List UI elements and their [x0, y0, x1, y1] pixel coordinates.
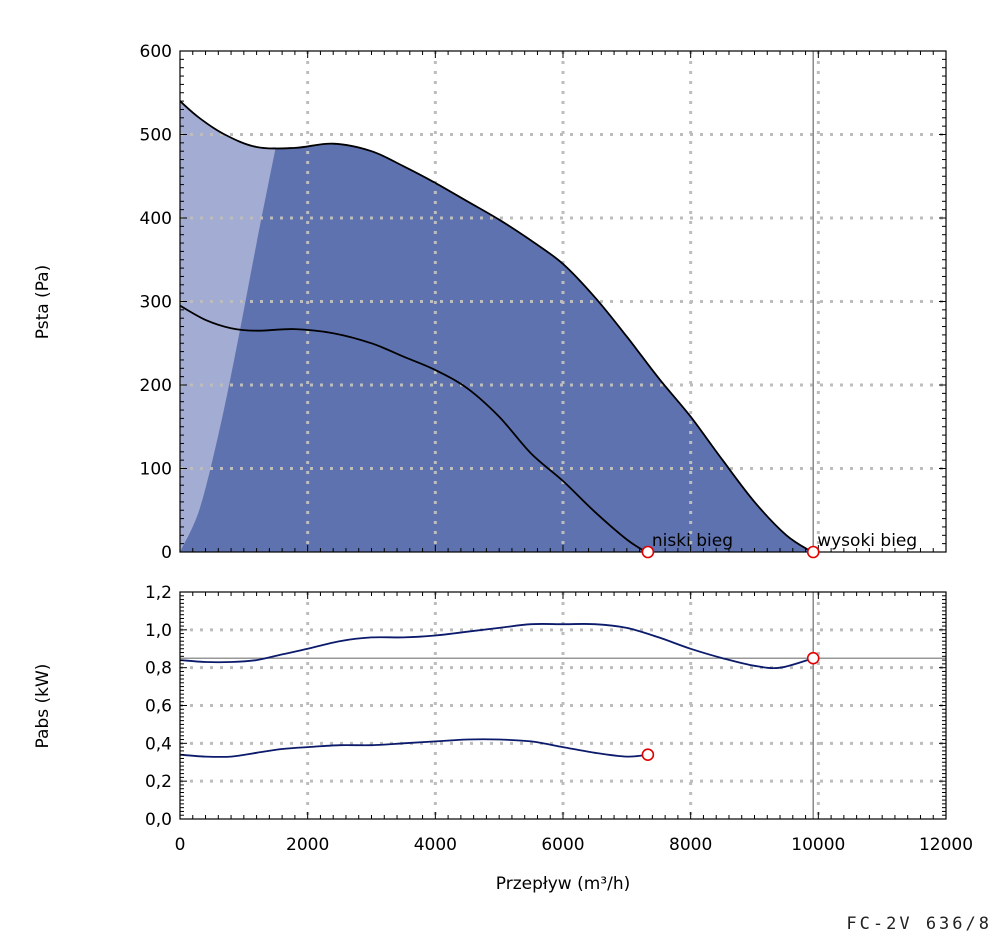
y-axis-label-power: Pabs (kW) — [33, 664, 53, 749]
y-tick-label: 300 — [140, 293, 172, 313]
y-tick-label: 0,8 — [145, 659, 172, 679]
series-line-niski-bieg — [179, 738, 648, 758]
operating-point — [806, 651, 820, 665]
x-tick-label: 12000 — [919, 835, 973, 855]
x-tick-label: 2000 — [286, 835, 329, 855]
y-tick-label: 100 — [140, 460, 172, 480]
operating-point — [641, 748, 655, 761]
y-tick-label: 0,6 — [145, 697, 172, 717]
y-tick-label: 200 — [140, 376, 172, 396]
y-tick-label: 600 — [140, 42, 172, 62]
operating-point-label: niski bieg — [652, 531, 733, 551]
operating-point-label: wysoki bieg — [817, 531, 917, 551]
x-tick-label: 6000 — [541, 835, 584, 855]
y-tick-label: 0,0 — [145, 810, 172, 830]
unstable-region — [180, 101, 276, 552]
x-tick-label: 8000 — [669, 835, 712, 855]
x-axis-label: Przepływ (m³/h) — [496, 874, 630, 894]
y-tick-label: 0,4 — [145, 734, 172, 754]
operating-point — [641, 545, 655, 559]
y-tick-label: 0 — [161, 543, 172, 563]
model-label: FC-2V 636/8 — [846, 914, 992, 934]
operating-area — [180, 101, 812, 552]
y-axis-label-pressure: Psta (Pa) — [33, 265, 53, 339]
y-tick-label: 400 — [140, 209, 172, 229]
x-tick-label: 10000 — [791, 835, 845, 855]
pressure-panel: 0 100 200 300 400 500 600 niski bieg wysoki bieg — [140, 42, 947, 563]
x-tick-label: 4000 — [414, 835, 457, 855]
y-tick-label: 1,2 — [145, 583, 172, 603]
y-tick-label: 1,0 — [145, 621, 172, 641]
x-tick-label: 0 — [175, 835, 186, 855]
series-line-wysoki-bieg — [179, 100, 813, 553]
y-tick-label: 500 — [140, 126, 172, 146]
y-tick-label: 0,2 — [145, 772, 172, 792]
series-line-wysoki-bieg — [179, 622, 814, 670]
operating-point — [806, 545, 820, 559]
power-panel: 0,0 0,2 0,4 0,6 0,8 1,0 1,2 0 2000 4000 6000 8000 10… — [145, 583, 973, 855]
series-line-niski-bieg — [179, 304, 647, 553]
